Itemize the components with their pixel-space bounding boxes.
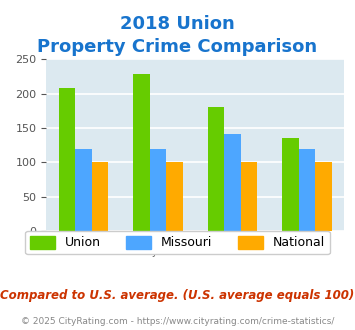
- Bar: [224, 134, 241, 231]
- Text: 2018 Union: 2018 Union: [120, 15, 235, 33]
- Bar: [150, 149, 166, 231]
- Text: Compared to U.S. average. (U.S. average equals 100): Compared to U.S. average. (U.S. average …: [0, 289, 355, 302]
- Bar: [166, 162, 182, 231]
- Bar: [299, 149, 315, 231]
- Bar: [59, 88, 75, 231]
- Bar: [208, 108, 224, 231]
- Text: © 2025 CityRating.com - https://www.cityrating.com/crime-statistics/: © 2025 CityRating.com - https://www.city…: [21, 317, 334, 326]
- Bar: [283, 138, 299, 231]
- Bar: [92, 162, 108, 231]
- Bar: [133, 74, 150, 231]
- Bar: [315, 162, 332, 231]
- Bar: [241, 162, 257, 231]
- Text: Property Crime Comparison: Property Crime Comparison: [37, 38, 318, 56]
- Legend: Union, Missouri, National: Union, Missouri, National: [25, 231, 330, 254]
- Bar: [75, 148, 92, 231]
